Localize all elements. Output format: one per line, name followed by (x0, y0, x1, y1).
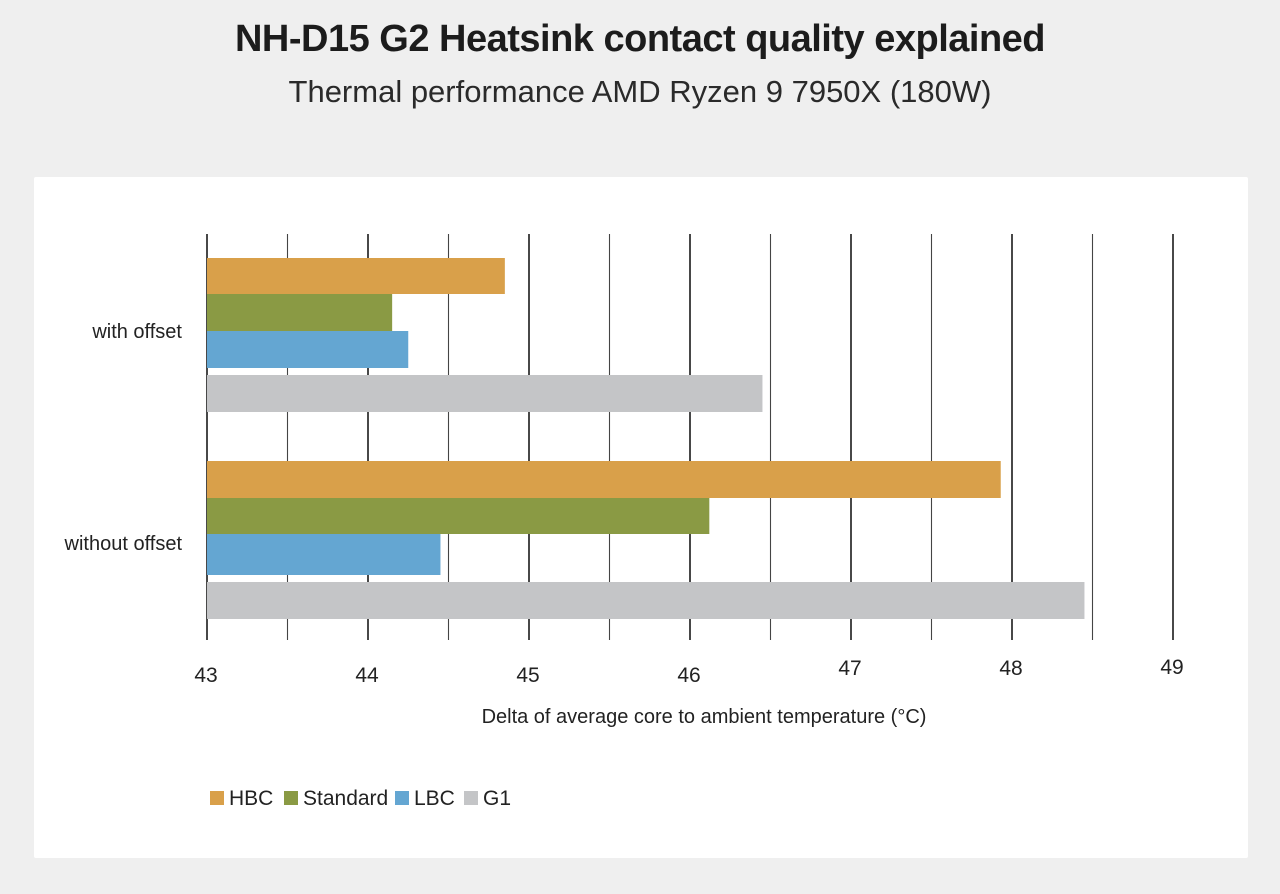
legend-label-lbc: LBC (414, 787, 455, 810)
bar-g1-with-offset (207, 375, 763, 412)
legend-swatch-lbc (395, 791, 409, 805)
x-tick-label: 43 (194, 664, 217, 687)
bar-hbc-with-offset (207, 258, 505, 294)
x-tick-label: 45 (516, 664, 539, 687)
legend-label-g1: G1 (483, 787, 511, 810)
x-tick-label: 44 (355, 664, 379, 687)
bar-hbc-without-offset (207, 461, 1001, 498)
legend-swatch-g1 (464, 791, 478, 805)
legend-swatch-hbc (210, 791, 224, 805)
bar-lbc-without-offset (207, 534, 441, 575)
x-tick-label: 46 (677, 664, 700, 687)
chart-card: with offset without offset 43 44 45 46 47 48 49 D… (34, 177, 1248, 858)
category-label: with offset (91, 321, 182, 343)
legend-label-standard: Standard (303, 787, 388, 810)
bar-lbc-with-offset (207, 331, 409, 368)
bar-standard-with-offset (207, 294, 393, 331)
legend-swatch-standard (284, 791, 298, 805)
category-label: without offset (64, 533, 183, 555)
chart-subtitle: Thermal performance AMD Ryzen 9 7950X (1… (288, 74, 992, 109)
x-tick-label: 48 (999, 657, 1022, 680)
x-axis-title: Delta of average core to ambient tempera… (482, 706, 927, 728)
legend-label-hbc: HBC (229, 787, 273, 810)
x-tick-label: 49 (1160, 656, 1183, 679)
chart-title: NH-D15 G2 Heatsink contact quality expla… (234, 18, 1046, 60)
x-tick-label: 47 (838, 657, 861, 680)
bar-standard-without-offset (207, 498, 710, 534)
bar-g1-without-offset (207, 582, 1085, 619)
legend: HBC Standard LBC G1 (210, 787, 511, 810)
bar-chart: with offset without offset 43 44 45 46 47 48 49 D… (64, 234, 1184, 810)
